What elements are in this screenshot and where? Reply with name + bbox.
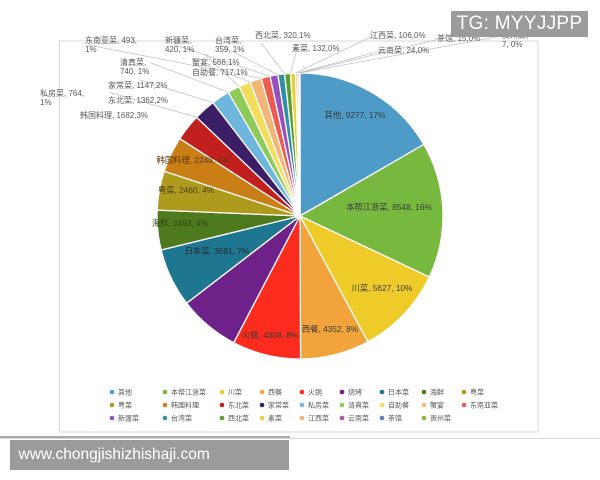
- svg-text:蟹宴: 蟹宴: [430, 401, 444, 410]
- svg-text:东南亚菜: 东南亚菜: [470, 401, 498, 410]
- svg-text:东北菜: 东北菜: [228, 401, 249, 410]
- svg-text:台湾菜: 台湾菜: [171, 414, 192, 423]
- svg-text:川菜: 川菜: [228, 388, 242, 397]
- svg-text:私房菜: 私房菜: [308, 401, 329, 410]
- svg-text:清真菜: 清真菜: [348, 401, 369, 410]
- svg-text:西餐: 西餐: [268, 388, 282, 397]
- svg-text:粤菜: 粤菜: [470, 388, 484, 397]
- svg-text:自助餐: 自助餐: [388, 401, 409, 410]
- svg-text:火锅: 火锅: [308, 388, 322, 397]
- svg-text:云南菜: 云南菜: [348, 414, 369, 423]
- svg-text:素菜: 素菜: [268, 414, 282, 423]
- svg-text:海鲜: 海鲜: [430, 388, 444, 397]
- svg-text:茶馆: 茶馆: [388, 414, 402, 423]
- svg-text:新疆菜: 新疆菜: [118, 414, 139, 423]
- svg-text:家常菜: 家常菜: [268, 401, 289, 410]
- svg-text:烧烤: 烧烤: [348, 388, 362, 397]
- svg-text:西北菜: 西北菜: [228, 414, 249, 423]
- svg-text:粤菜: 粤菜: [118, 401, 132, 410]
- svg-text:日本菜: 日本菜: [388, 388, 409, 397]
- svg-text:本帮江浙菜: 本帮江浙菜: [171, 388, 206, 397]
- svg-text:贵州菜: 贵州菜: [430, 414, 451, 423]
- svg-text:江西菜: 江西菜: [308, 414, 329, 423]
- svg-text:韩国料理: 韩国料理: [171, 401, 199, 410]
- svg-text:其他: 其他: [118, 388, 132, 397]
